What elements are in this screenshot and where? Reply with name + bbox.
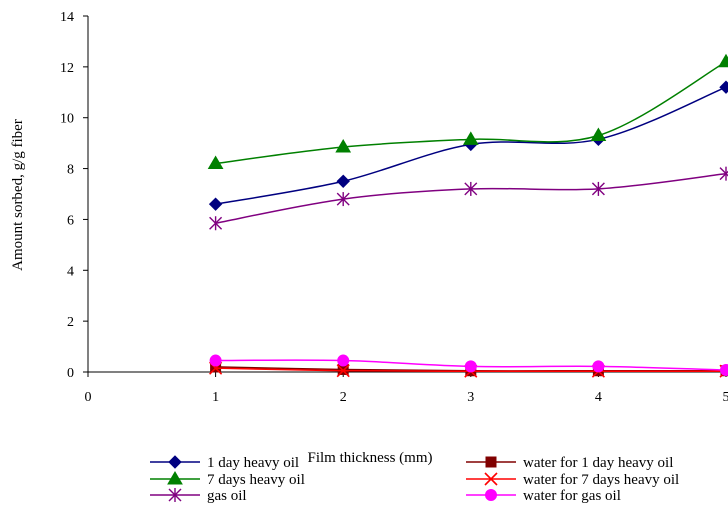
data-point: [168, 455, 182, 469]
legend-label: 1 day heavy oil: [207, 455, 299, 471]
data-point: [209, 216, 223, 231]
legend-label: gas oil: [207, 488, 247, 504]
data-point: [167, 471, 183, 485]
y-tick-label: 4: [67, 264, 74, 279]
data-point: [591, 181, 605, 196]
y-tick-label: 6: [67, 213, 74, 228]
data-point: [207, 155, 224, 169]
data-point: [592, 360, 605, 373]
data-point: [168, 488, 182, 502]
data-point: [464, 360, 477, 373]
legend-item: 1 day heavy oil: [150, 455, 299, 471]
series-3: [209, 166, 728, 231]
legend-item: water for 1 day heavy oil: [466, 455, 673, 471]
legend-label: water for 7 days heavy oil: [523, 472, 679, 488]
series-line: [215, 172, 727, 224]
data-point: [590, 127, 607, 142]
legend-item: gas oil: [150, 488, 247, 504]
data-point: [485, 489, 497, 501]
x-tick-label: 3: [467, 390, 474, 405]
legend-label: water for gas oil: [523, 488, 621, 504]
data-point: [336, 174, 350, 188]
data-point: [336, 192, 350, 207]
data-point: [485, 456, 497, 468]
data-point: [335, 138, 352, 153]
y-axis-label: Amount sorbed, g/g fiber: [10, 119, 26, 271]
x-tick-label: 1: [212, 390, 219, 405]
data-point: [208, 197, 223, 211]
series-2: [207, 53, 728, 169]
data-point: [720, 363, 728, 376]
data-point: [719, 80, 728, 94]
y-tick-label: 10: [60, 112, 74, 127]
legend-item: water for 7 days heavy oil: [466, 472, 679, 488]
axes: [83, 15, 727, 377]
data-point: [718, 53, 728, 68]
data-point: [484, 472, 498, 486]
data-point: [336, 364, 350, 378]
x-tick-label: 2: [340, 390, 347, 405]
y-tick-label: 12: [60, 61, 74, 76]
x-tick-label: 0: [85, 390, 92, 405]
legend-label: water for 1 day heavy oil: [523, 455, 673, 471]
data-point: [462, 131, 479, 145]
legend-item: water for gas oil: [466, 488, 621, 504]
data-point: [337, 354, 350, 367]
x-tick-label: 5: [723, 390, 728, 405]
data-point: [719, 166, 728, 181]
y-tick-label: 0: [67, 366, 74, 381]
series-group: [207, 53, 728, 378]
legend-item: 7 days heavy oil: [150, 471, 305, 488]
legend-label: 7 days heavy oil: [207, 472, 305, 488]
series-6: [209, 354, 728, 376]
y-tick-label: 14: [60, 10, 74, 25]
x-axis-label: Film thickness (mm): [308, 450, 433, 466]
data-point: [464, 181, 478, 196]
data-point: [209, 354, 222, 367]
y-tick-label: 2: [67, 315, 74, 330]
x-tick-label: 4: [595, 390, 602, 405]
y-tick-label: 8: [67, 163, 74, 178]
